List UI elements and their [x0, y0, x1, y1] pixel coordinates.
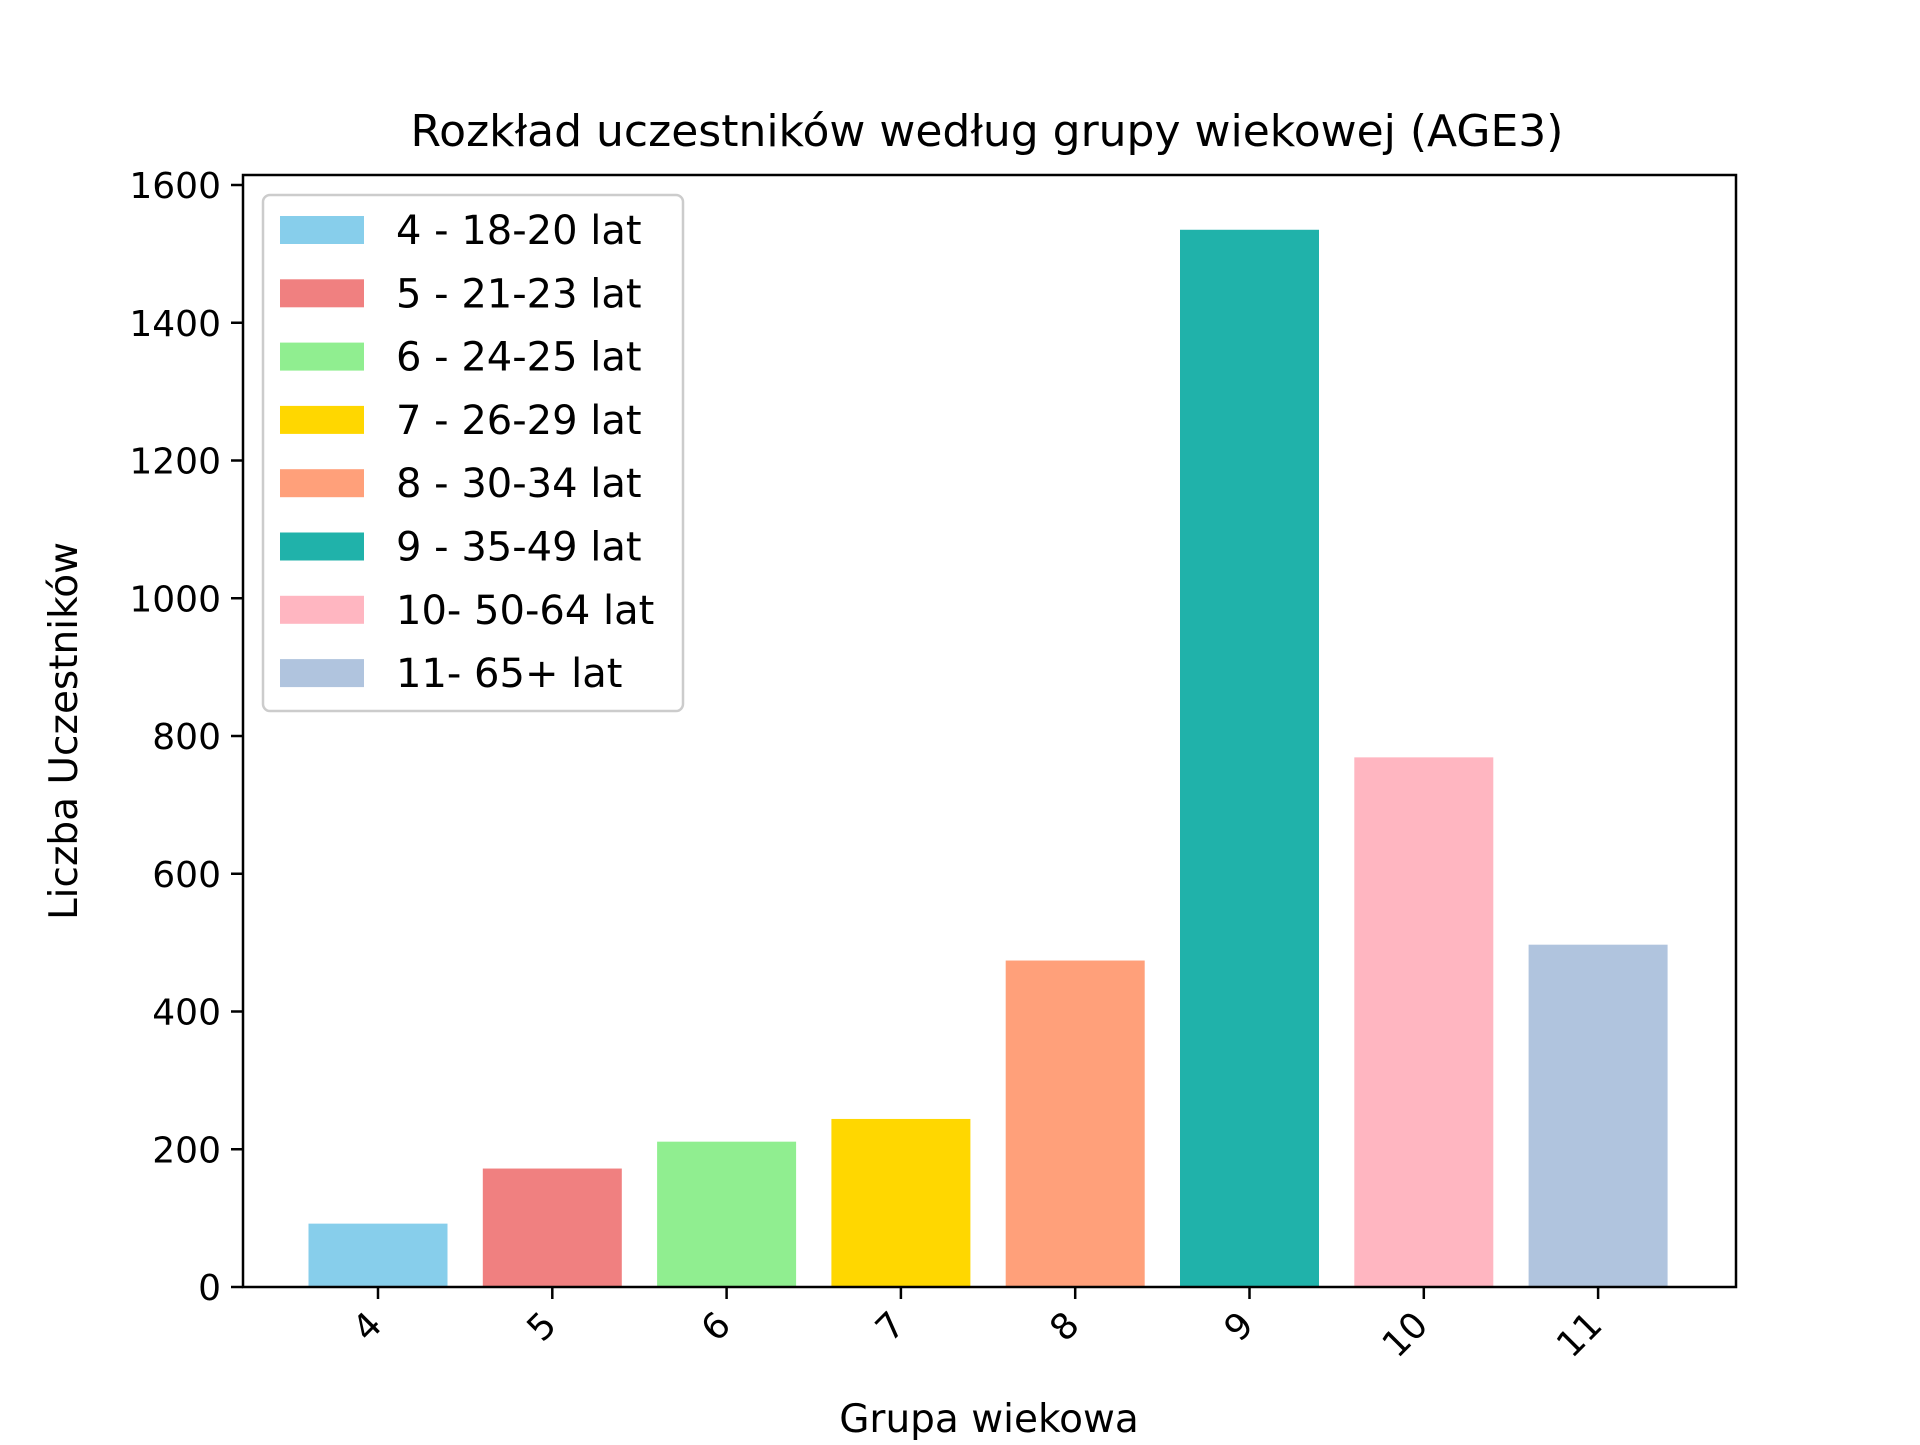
- bar-5: [482, 1168, 622, 1287]
- y-tick-label-800: 800: [152, 717, 221, 758]
- legend-swatch-9: [280, 532, 364, 561]
- legend-label-4: 4 - 18-20 lat: [396, 208, 642, 254]
- y-axis: 0 200 400 600 800 1000 1200 1400 1600: [129, 166, 243, 1309]
- bar-4: [308, 1223, 448, 1287]
- y-tick-label-0: 0: [198, 1268, 221, 1309]
- legend-swatch-6: [280, 342, 364, 371]
- bar-8: [1005, 960, 1145, 1287]
- legend-label-5: 5 - 21-23 lat: [396, 271, 642, 317]
- x-axis-label: Grupa wiekowa: [839, 1397, 1139, 1440]
- y-tick-label-400: 400: [152, 993, 221, 1034]
- legend-swatch-4: [280, 216, 364, 244]
- chart-title: Rozkład uczestników według grupy wiekowe…: [411, 106, 1564, 157]
- y-tick-label-1400: 1400: [129, 304, 221, 345]
- bar-6: [657, 1141, 797, 1287]
- legend-label-10: 10- 50-64 lat: [396, 588, 654, 634]
- y-axis-label: Liczba Uczestników: [42, 542, 87, 920]
- legend-swatch-8: [280, 469, 364, 498]
- legend-label-6: 6 - 24-25 lat: [396, 335, 642, 381]
- bars-group: [308, 229, 1668, 1287]
- bar-7: [831, 1118, 971, 1287]
- plot-frame: [241, 173, 1738, 1289]
- y-tick-label-1600: 1600: [129, 166, 221, 207]
- y-tick-label-1200: 1200: [129, 442, 221, 483]
- legend-box: [261, 193, 685, 713]
- legend-label-7: 7 - 26-29 lat: [396, 398, 642, 444]
- legend-label-11: 11- 65+ lat: [396, 651, 622, 697]
- y-tick-label-200: 200: [152, 1130, 221, 1171]
- legend-label-9: 9 - 35-49 lat: [396, 525, 642, 571]
- legend-swatch-7: [280, 405, 364, 434]
- legend-label-8: 8 - 30-34 lat: [396, 461, 642, 507]
- y-tick-label-1000: 1000: [129, 579, 221, 620]
- bar-11: [1528, 944, 1668, 1287]
- legend-swatch-5: [280, 279, 364, 308]
- legend: 4 - 18-20 lat 5 - 21-23 lat 6 - 24-25 lat 7…: [261, 193, 685, 713]
- legend-swatch-10: [280, 595, 364, 624]
- bar-10: [1354, 757, 1494, 1287]
- legend-swatch-11: [280, 659, 364, 688]
- bar-9: [1180, 229, 1319, 1287]
- y-tick-label-600: 600: [152, 855, 221, 896]
